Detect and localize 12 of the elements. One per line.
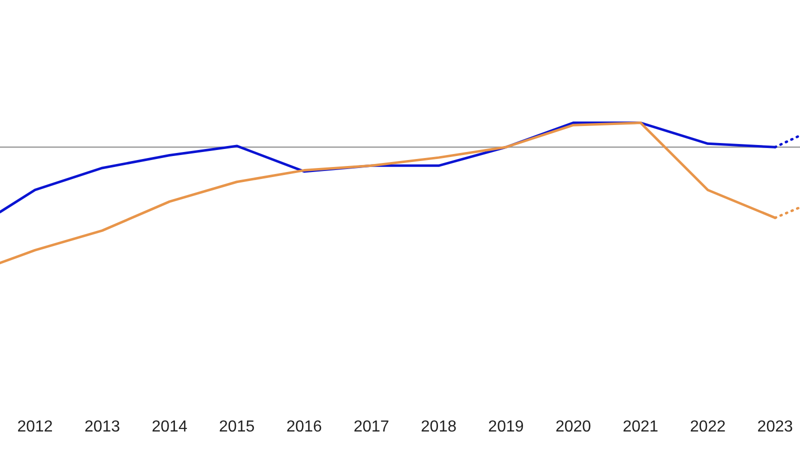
x-tick-label: 2021	[622, 418, 658, 436]
x-tick-label: 2018	[420, 418, 457, 436]
x-tick-label: 2023	[757, 418, 794, 436]
x-tick-label: 2019	[488, 418, 524, 436]
x-tick-label: 2014	[152, 418, 188, 436]
x-tick-label: 2012	[17, 418, 53, 436]
x-tick-label: 2013	[84, 418, 120, 436]
x-tick-label: 2015	[219, 418, 255, 436]
x-tick-label: 2022	[690, 418, 726, 436]
x-tick-label: 2020	[555, 418, 592, 436]
x-tick-label: 2016	[286, 418, 322, 436]
x-tick-label: 2017	[354, 418, 390, 436]
